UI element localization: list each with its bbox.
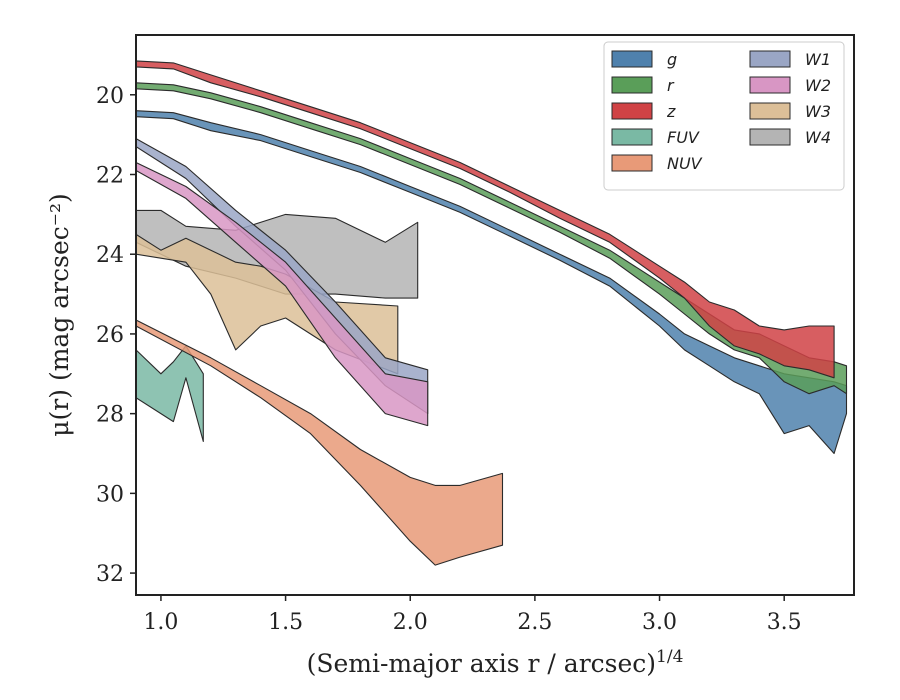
band-r — [136, 82, 848, 395]
legend-label-w3: W3 — [805, 102, 831, 121]
y-tick-label: 32 — [96, 562, 124, 587]
series-bands — [136, 60, 848, 566]
legend-label-fuv: FUV — [667, 128, 700, 147]
x-tick-label: 1.0 — [143, 610, 178, 635]
legend-swatch-w4 — [749, 128, 791, 146]
legend-swatch-g — [611, 50, 653, 68]
band-z — [136, 60, 835, 379]
x-axis: 1.0 1.5 2.0 2.5 3.0 3.5 — [143, 595, 802, 635]
y-tick-label: 22 — [96, 164, 124, 189]
band-w2 — [136, 161, 429, 427]
y-tick-label: 20 — [96, 84, 124, 109]
legend-label-w1: W1 — [805, 50, 831, 69]
legend: grz FUV NUV W1 W2 W3 W4 — [603, 41, 845, 191]
legend-swatch-fuv — [611, 128, 653, 146]
legend-label-w2: W2 — [805, 76, 831, 95]
y-axis-title: μ(r) (mag arcsec⁻²) — [45, 193, 74, 436]
band-fuv — [136, 345, 204, 443]
y-tick-label: 26 — [96, 323, 124, 348]
x-axis-title-exponent: 1/4 — [656, 647, 683, 667]
band-nuv — [136, 319, 504, 566]
legend-swatch-w3 — [749, 102, 791, 120]
legend-swatch-z — [611, 102, 653, 120]
x-tick-label: 1.5 — [268, 610, 303, 635]
x-tick-label: 3.5 — [767, 610, 802, 635]
x-axis-title-text: (Semi-major axis r / arcsec) — [307, 649, 656, 678]
x-axis-title: (Semi-major axis r / arcsec)1/4 — [307, 647, 684, 678]
legend-label-g: g — [667, 50, 677, 69]
legend-swatch-w1 — [749, 50, 791, 68]
legend-label-nuv: NUV — [667, 154, 703, 173]
y-axis: 20 22 24 26 28 30 32 — [96, 84, 136, 587]
legend-label-r: r — [667, 76, 675, 95]
legend-swatch-nuv — [611, 154, 653, 172]
band-g — [136, 110, 848, 455]
legend-swatch-w2 — [749, 76, 791, 94]
x-tick-label: 2.5 — [517, 610, 552, 635]
plot-frame — [135, 34, 855, 596]
y-tick-label: 28 — [96, 403, 124, 428]
x-tick-label: 2.0 — [393, 610, 428, 635]
legend-swatch-r — [611, 76, 653, 94]
legend-label-w4: W4 — [805, 128, 831, 147]
y-tick-label: 30 — [96, 482, 124, 507]
y-tick-label: 24 — [96, 243, 124, 268]
x-tick-label: 3.0 — [642, 610, 677, 635]
legend-label-z: z — [666, 102, 676, 121]
